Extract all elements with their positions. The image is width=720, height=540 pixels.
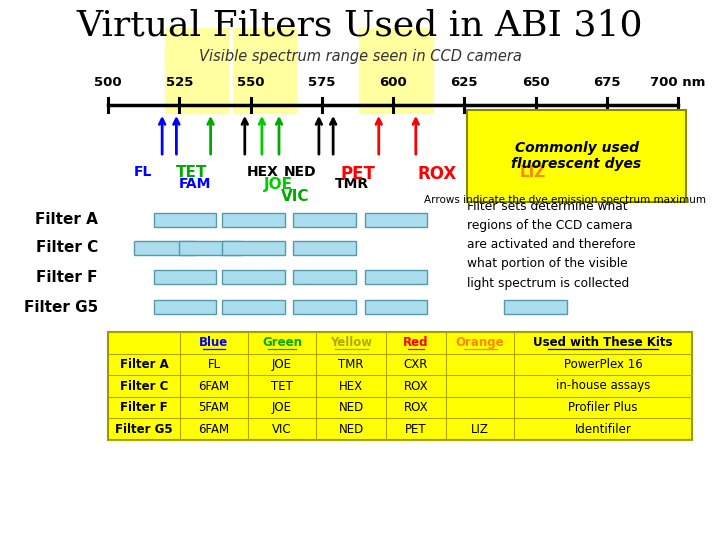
Bar	[293, 270, 356, 284]
Text: Green: Green	[262, 336, 302, 349]
Text: Virtual Filters Used in ABI 310: Virtual Filters Used in ABI 310	[77, 8, 643, 42]
Text: Filter G5: Filter G5	[24, 300, 98, 314]
Text: 575: 575	[308, 76, 336, 89]
Text: 5FAM: 5FAM	[199, 401, 230, 414]
Text: PET: PET	[341, 165, 376, 183]
Bar	[293, 213, 356, 227]
Bar	[293, 300, 356, 314]
Text: 6FAM: 6FAM	[199, 380, 230, 393]
Text: LIZ: LIZ	[471, 423, 489, 436]
Text: Identifiler: Identifiler	[575, 423, 631, 436]
Text: Arrows indicate the dye emission spectrum maximum: Arrows indicate the dye emission spectru…	[424, 195, 706, 205]
Text: 675: 675	[593, 76, 621, 89]
Bar	[364, 270, 427, 284]
Text: Filter F: Filter F	[120, 401, 168, 414]
Text: JOE: JOE	[272, 358, 292, 371]
Text: 525: 525	[166, 76, 193, 89]
Bar	[108, 332, 692, 440]
Text: HEX: HEX	[339, 380, 363, 393]
Text: Filter sets determine what
regions of the CCD camera
are activated and therefore: Filter sets determine what regions of th…	[467, 200, 636, 289]
Text: Commonly used
fluorescent dyes: Commonly used fluorescent dyes	[511, 141, 642, 171]
Text: NED: NED	[338, 401, 364, 414]
Text: Orange: Orange	[456, 336, 504, 349]
Text: ROX: ROX	[418, 165, 457, 183]
Bar	[293, 241, 356, 255]
Text: Blue: Blue	[199, 336, 229, 349]
Text: Filter G5: Filter G5	[115, 423, 173, 436]
Text: HEX: HEX	[247, 165, 279, 179]
Bar	[153, 213, 216, 227]
Text: VIC: VIC	[281, 189, 310, 204]
Text: ROX: ROX	[404, 380, 428, 393]
Text: Profiler Plus: Profiler Plus	[568, 401, 638, 414]
Text: PowerPlex 16: PowerPlex 16	[564, 358, 642, 371]
Text: 650: 650	[522, 76, 549, 89]
Bar	[364, 300, 427, 314]
Bar	[467, 110, 686, 202]
Text: Filter A: Filter A	[35, 213, 98, 227]
Bar	[364, 213, 427, 227]
Text: 550: 550	[237, 76, 264, 89]
Text: Used with These Kits: Used with These Kits	[534, 336, 672, 349]
Text: Filter A: Filter A	[120, 358, 168, 371]
Text: 6FAM: 6FAM	[199, 423, 230, 436]
Bar	[153, 270, 216, 284]
Text: 600: 600	[379, 76, 407, 89]
Text: Filter C: Filter C	[120, 380, 168, 393]
Text: TET: TET	[176, 165, 207, 180]
Text: TMR: TMR	[338, 358, 364, 371]
Text: 625: 625	[451, 76, 478, 89]
Text: 500: 500	[94, 76, 122, 89]
Text: in-house assays: in-house assays	[556, 380, 650, 393]
Text: NED: NED	[283, 165, 316, 179]
Text: JOE: JOE	[264, 177, 293, 192]
Text: Yellow: Yellow	[330, 336, 372, 349]
Text: JOE: JOE	[272, 401, 292, 414]
Bar	[134, 241, 197, 255]
Text: FL: FL	[134, 165, 152, 179]
Text: CXR: CXR	[404, 358, 428, 371]
Text: ROX: ROX	[404, 401, 428, 414]
Bar	[222, 300, 284, 314]
Bar	[222, 241, 284, 255]
Text: Filter F: Filter F	[37, 269, 98, 285]
Bar	[233, 28, 296, 113]
Text: VIC: VIC	[272, 423, 292, 436]
Bar	[179, 241, 242, 255]
Bar	[165, 28, 228, 113]
Text: TMR: TMR	[335, 177, 369, 191]
Text: FL: FL	[207, 358, 220, 371]
Bar	[504, 300, 567, 314]
Bar	[222, 213, 284, 227]
Text: Red: Red	[403, 336, 428, 349]
Text: PET: PET	[405, 423, 427, 436]
Text: LIZ: LIZ	[519, 165, 546, 180]
Bar	[359, 28, 433, 113]
Text: FAM: FAM	[179, 177, 211, 191]
Text: 700 nm: 700 nm	[650, 76, 706, 89]
Text: TET: TET	[271, 380, 293, 393]
Bar	[153, 300, 216, 314]
Text: Filter C: Filter C	[36, 240, 98, 255]
Bar	[222, 270, 284, 284]
Text: Visible spectrum range seen in CCD camera: Visible spectrum range seen in CCD camer…	[199, 49, 521, 64]
Text: NED: NED	[338, 423, 364, 436]
